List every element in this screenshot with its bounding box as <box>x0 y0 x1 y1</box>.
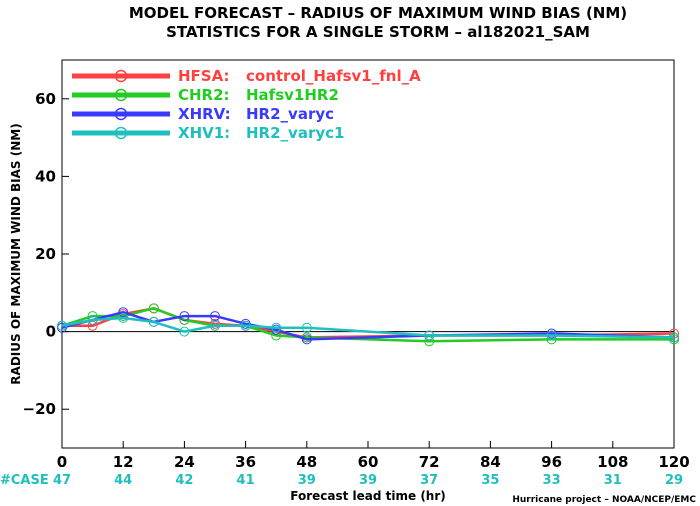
x-tick-label: 48 <box>296 453 317 471</box>
case-count: 33 <box>543 473 561 488</box>
x-tick-label: 36 <box>235 453 256 471</box>
case-count: 47 <box>53 473 71 488</box>
x-tick-label: 12 <box>113 453 134 471</box>
data-point <box>87 314 98 325</box>
data-point <box>148 316 159 327</box>
data-point <box>118 307 129 318</box>
data-point <box>271 322 282 333</box>
legend-item: HFSA: control_Hafsv1_fnl_A <box>72 67 421 85</box>
data-point <box>87 320 98 331</box>
data-point <box>424 330 435 341</box>
case-count: 37 <box>420 473 438 488</box>
legend-item: CHR2: Hafsv1HR2 <box>72 86 339 104</box>
data-point <box>57 320 67 331</box>
legend-series-desc: HR2_varyc <box>246 105 334 123</box>
case-counts: 47 44 42 41 39 39 37 35 33 31 29 <box>53 473 683 488</box>
x-axis-label: Forecast lead time (hr) <box>290 489 446 503</box>
chart-title: MODEL FORECAST – RADIUS OF MAXIMUM WIND … <box>129 4 627 22</box>
plot-frame <box>61 59 675 449</box>
case-count: 31 <box>604 473 622 488</box>
data-point <box>179 326 190 337</box>
x-tick-label: 24 <box>174 453 195 471</box>
series-xhv1 <box>57 313 679 343</box>
y-axis-label: RADIUS OF MAXIMUM WIND BIAS (NM) <box>9 123 23 384</box>
legend-series-desc: HR2_varyc1 <box>246 124 344 142</box>
legend-swatch-marker <box>114 88 128 102</box>
data-point <box>118 313 129 324</box>
x-tick-label: 0 <box>57 453 67 471</box>
x-axis-ticks: 0 12 24 36 48 60 72 84 96 108 120 <box>57 441 690 471</box>
data-point <box>271 330 282 341</box>
data-point <box>210 320 220 331</box>
data-point <box>179 311 190 322</box>
y-tick-label: 40 <box>35 167 56 185</box>
x-tick-label: 108 <box>597 453 628 471</box>
legend-series-name: XHV1: <box>178 124 230 142</box>
credit-text: Hurricane project – NOAA/NCEP/EMC <box>512 495 696 505</box>
legend-swatch-marker <box>114 107 128 121</box>
data-point <box>210 311 220 322</box>
legend-swatch-marker <box>114 69 128 83</box>
legend-item: XHRV: HR2_varyc <box>72 105 334 123</box>
case-count: 29 <box>665 473 683 488</box>
data-point <box>301 334 312 345</box>
x-tick-label: 84 <box>480 453 501 471</box>
y-tick-label: −20 <box>23 400 56 418</box>
case-count: 41 <box>237 473 255 488</box>
data-point <box>669 332 679 343</box>
data-point <box>546 330 557 341</box>
y-tick-label: 20 <box>35 245 56 263</box>
y-tick-label: 0 <box>46 323 56 341</box>
legend-series-name: XHRV: <box>178 105 231 123</box>
data-point <box>148 303 159 314</box>
x-tick-label: 60 <box>358 453 379 471</box>
x-tick-label: 120 <box>658 453 689 471</box>
data-point <box>301 322 312 333</box>
case-count: 42 <box>175 473 193 488</box>
y-tick-label: 60 <box>35 90 56 108</box>
legend-series-desc: Hafsv1HR2 <box>246 86 339 104</box>
y-axis-ticks: 60 40 20 0 −20 <box>23 90 69 418</box>
x-tick-label: 72 <box>419 453 440 471</box>
case-count: 39 <box>359 473 377 488</box>
legend-series-name: CHR2: <box>178 86 230 104</box>
series-group <box>57 303 679 347</box>
data-point <box>424 336 435 347</box>
legend-swatch-marker <box>114 126 128 140</box>
legend-item: XHV1: HR2_varyc1 <box>72 124 344 142</box>
case-count: 44 <box>114 473 132 488</box>
case-count: 39 <box>298 473 316 488</box>
chart-subtitle: STATISTICS FOR A SINGLE STORM – al182021… <box>166 23 590 41</box>
data-point <box>240 320 251 331</box>
legend-series-desc: control_Hafsv1_fnl_A <box>246 67 421 85</box>
case-label: #CASE <box>0 473 49 488</box>
case-count: 35 <box>481 473 499 488</box>
data-point <box>669 328 679 339</box>
x-tick-label: 96 <box>541 453 562 471</box>
legend-series-name: HFSA: <box>178 67 230 85</box>
series-line <box>61 316 675 339</box>
